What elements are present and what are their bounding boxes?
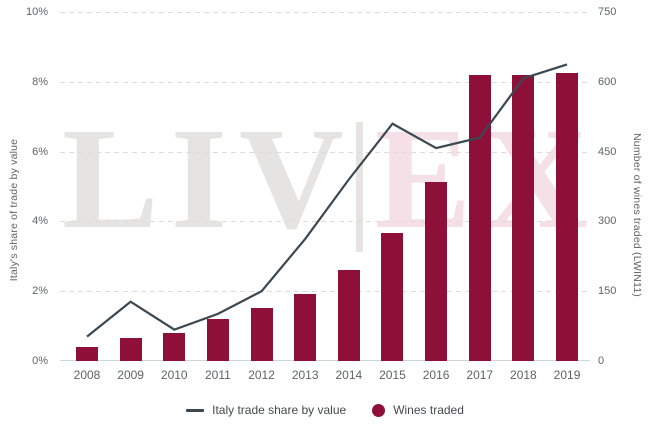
x-tick-label-2011: 2011 bbox=[205, 368, 231, 382]
x-tick-label-2012: 2012 bbox=[248, 368, 275, 382]
left-axis-ticks: 0% 2% 4% 6% 8% 10% bbox=[8, 6, 48, 367]
x-tick-label-2015: 2015 bbox=[379, 368, 406, 382]
y-tick-label: 750 bbox=[598, 6, 617, 18]
x-tick-label-2008: 2008 bbox=[73, 368, 101, 382]
bar-2017 bbox=[468, 74, 491, 361]
right-axis-ticks: 0 150 300 450 600 750 bbox=[598, 6, 642, 367]
bar-2016 bbox=[425, 181, 448, 361]
bar-2018 bbox=[512, 74, 535, 361]
y-tick-label: 0% bbox=[32, 355, 48, 367]
bar-2013 bbox=[294, 293, 317, 361]
x-tick-label-2016: 2016 bbox=[422, 368, 450, 382]
y-tick-label: 4% bbox=[32, 215, 48, 228]
legend-line-label: Italy trade share by value bbox=[212, 403, 347, 417]
x-tick-label-2017: 2017 bbox=[466, 368, 494, 382]
y-tick-label: 300 bbox=[598, 215, 617, 228]
x-tick-label-2014: 2014 bbox=[335, 368, 363, 382]
gridlines bbox=[60, 12, 590, 361]
circle-swatch-icon bbox=[372, 403, 386, 417]
x-tick-label-2013: 2013 bbox=[291, 368, 319, 382]
y-tick-label: 2% bbox=[32, 285, 48, 298]
legend-item-line: Italy trade share by value bbox=[186, 403, 346, 417]
bar-2014 bbox=[337, 270, 360, 361]
legend-bar-label: Wines traded bbox=[393, 403, 464, 417]
y-tick-label: 10% bbox=[25, 6, 48, 18]
y-tick-label: 8% bbox=[32, 75, 48, 88]
legend: Italy trade share by value Wines traded bbox=[60, 401, 590, 419]
line-swatch-icon bbox=[186, 408, 205, 412]
x-tick-label-2018: 2018 bbox=[510, 368, 537, 382]
bar-2015 bbox=[381, 233, 404, 361]
y-tick-label: 600 bbox=[598, 75, 617, 88]
y-tick-label: 6% bbox=[32, 145, 48, 158]
x-tick-label-2019: 2019 bbox=[553, 368, 581, 382]
y-tick-label: 0 bbox=[598, 355, 605, 367]
x-axis-labels: 2008 2009 2010 2011 2012 2013 2014 2015 2016 2017… bbox=[60, 368, 590, 384]
bar-2012 bbox=[250, 307, 273, 361]
bar-2008 bbox=[76, 347, 98, 361]
bar-2011 bbox=[206, 319, 229, 361]
bar-2009 bbox=[119, 337, 142, 361]
bar-2010 bbox=[163, 333, 186, 361]
x-tick-label-2010: 2010 bbox=[160, 368, 188, 382]
bar-series-wines-traded bbox=[60, 12, 590, 361]
legend-item-bar: Wines traded bbox=[372, 403, 464, 417]
x-tick-label-2009: 2009 bbox=[117, 368, 144, 382]
line-series-italy-trade-share bbox=[86, 63, 568, 338]
y-tick-label: 450 bbox=[598, 145, 617, 158]
y-tick-label: 150 bbox=[598, 285, 617, 298]
bar-2019 bbox=[556, 72, 579, 361]
